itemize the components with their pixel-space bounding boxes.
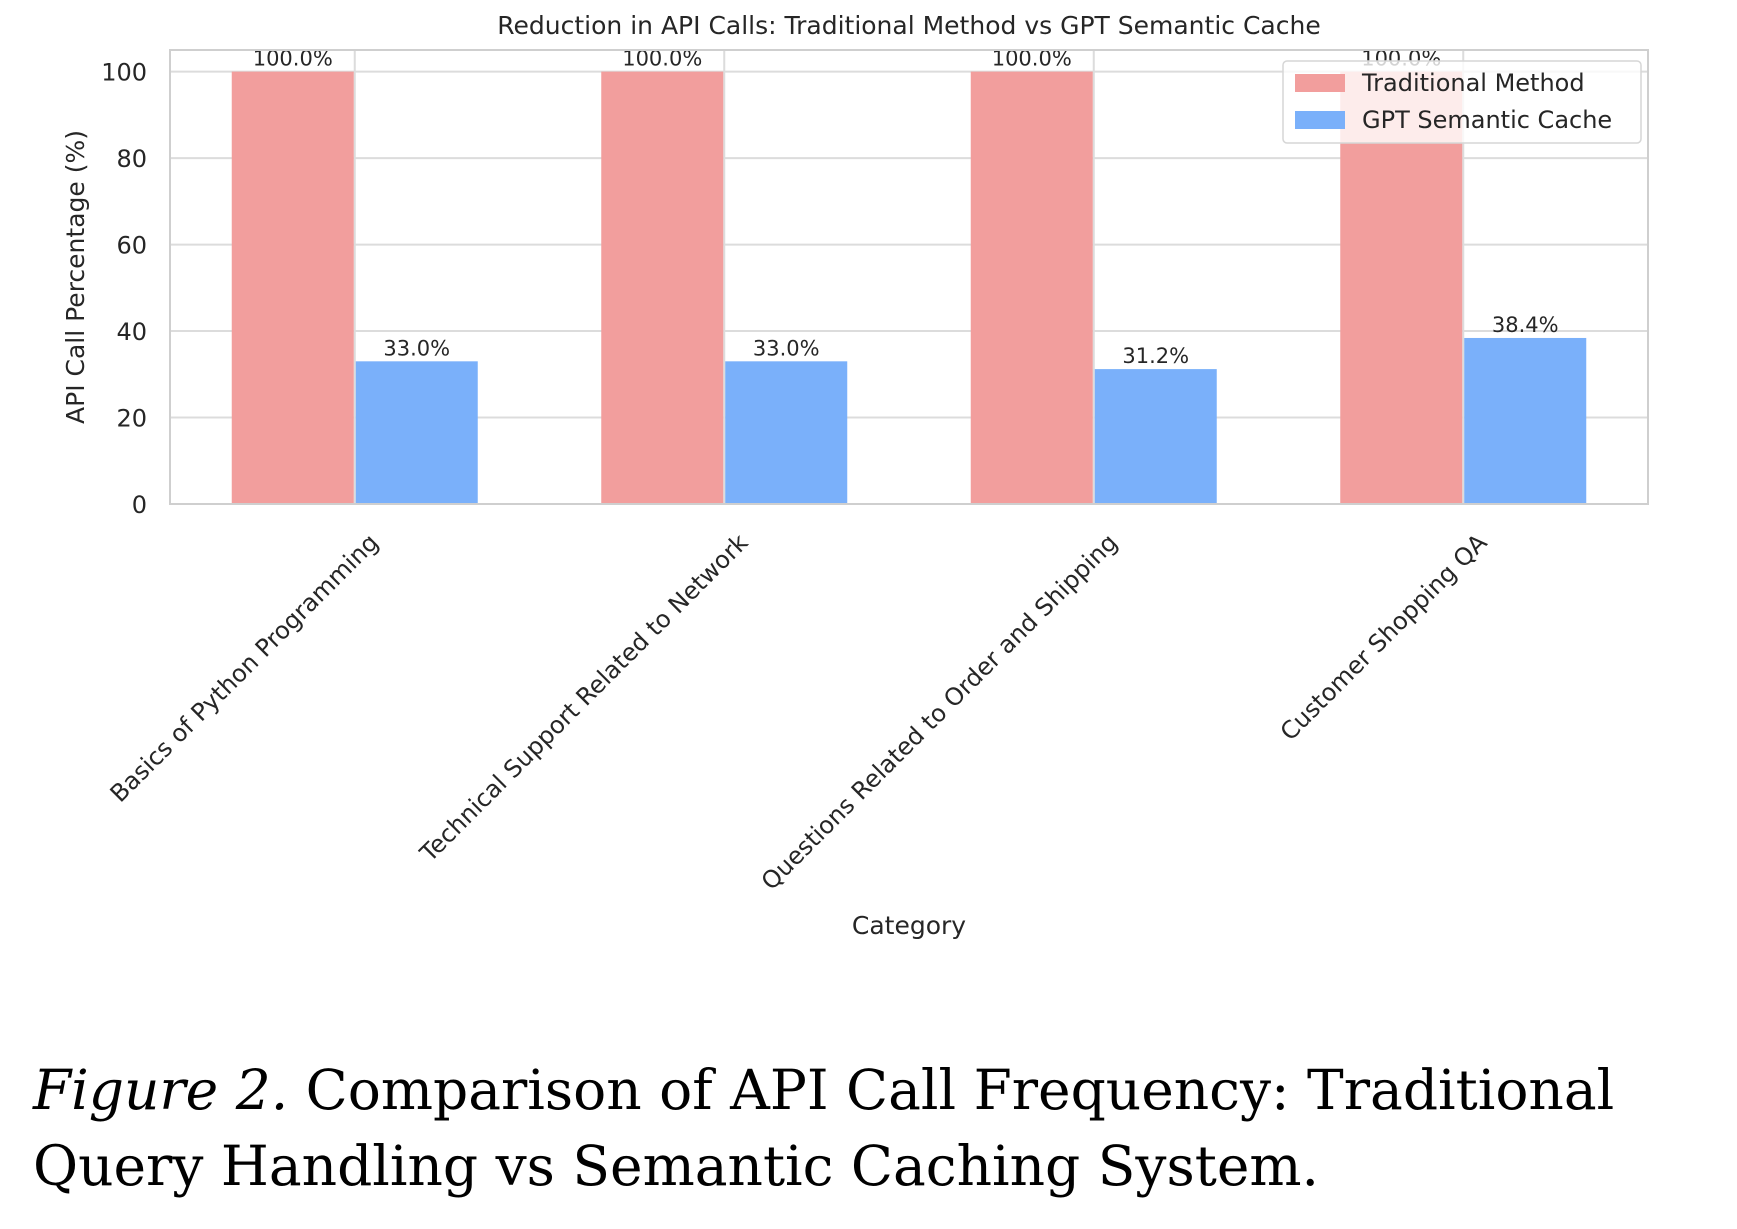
- bar-semantic-cache: [355, 361, 478, 504]
- bar-value-label: 33.0%: [753, 336, 820, 360]
- x-tick-label: Questions Related to Order and Shipping: [756, 528, 1123, 895]
- legend-label-semantic-cache: GPT Semantic Cache: [1362, 106, 1612, 134]
- bar-value-label: 31.2%: [1122, 344, 1189, 368]
- bar-traditional: [231, 71, 354, 504]
- y-tick-labels: 0 20 40 60 80 100: [101, 59, 147, 519]
- legend: Traditional Method GPT Semantic Cache: [1282, 60, 1642, 144]
- y-tick-label: 100: [101, 59, 147, 87]
- x-axis-label: Category: [852, 911, 966, 940]
- bar-semantic-cache: [725, 361, 848, 504]
- figure-caption-lead: Figure 2.: [33, 1058, 289, 1122]
- figure-caption-text: Comparison of API Call Frequency: Tradit…: [33, 1058, 1615, 1198]
- x-tick-label: Technical Support Related to Network: [414, 528, 754, 868]
- legend-box: [1282, 60, 1642, 144]
- legend-swatch-semantic-cache: [1295, 111, 1345, 129]
- bars: [231, 71, 1587, 504]
- y-tick-label: 20: [116, 405, 147, 433]
- x-tick-label: Customer Shopping QA: [1275, 528, 1493, 746]
- bar-chart: Reduction in API Calls: Traditional Meth…: [61, 11, 1649, 940]
- x-tick-labels: Basics of Python Programming Technical Su…: [105, 528, 1493, 896]
- y-tick-label: 40: [116, 318, 147, 346]
- figure-caption: Figure 2. Comparison of API Call Frequen…: [33, 1052, 1713, 1204]
- plot-frame: [169, 49, 1649, 505]
- bar-traditional: [970, 71, 1093, 504]
- y-tick-label: 60: [116, 232, 147, 260]
- y-tick-label: 0: [132, 491, 147, 519]
- legend-swatch-traditional: [1295, 74, 1345, 92]
- bar-value-label: 38.4%: [1492, 313, 1559, 337]
- bar-traditional: [601, 71, 724, 504]
- y-tick-label: 80: [116, 145, 147, 173]
- legend-label-traditional: Traditional Method: [1361, 69, 1585, 97]
- bar-semantic-cache: [1464, 337, 1587, 504]
- chart-title: Reduction in API Calls: Traditional Meth…: [497, 11, 1320, 40]
- bar-value-label: 33.0%: [383, 336, 450, 360]
- bar-semantic-cache: [1094, 369, 1217, 504]
- x-tick-label: Basics of Python Programming: [105, 528, 384, 807]
- y-axis-label: API Call Percentage (%): [61, 130, 90, 424]
